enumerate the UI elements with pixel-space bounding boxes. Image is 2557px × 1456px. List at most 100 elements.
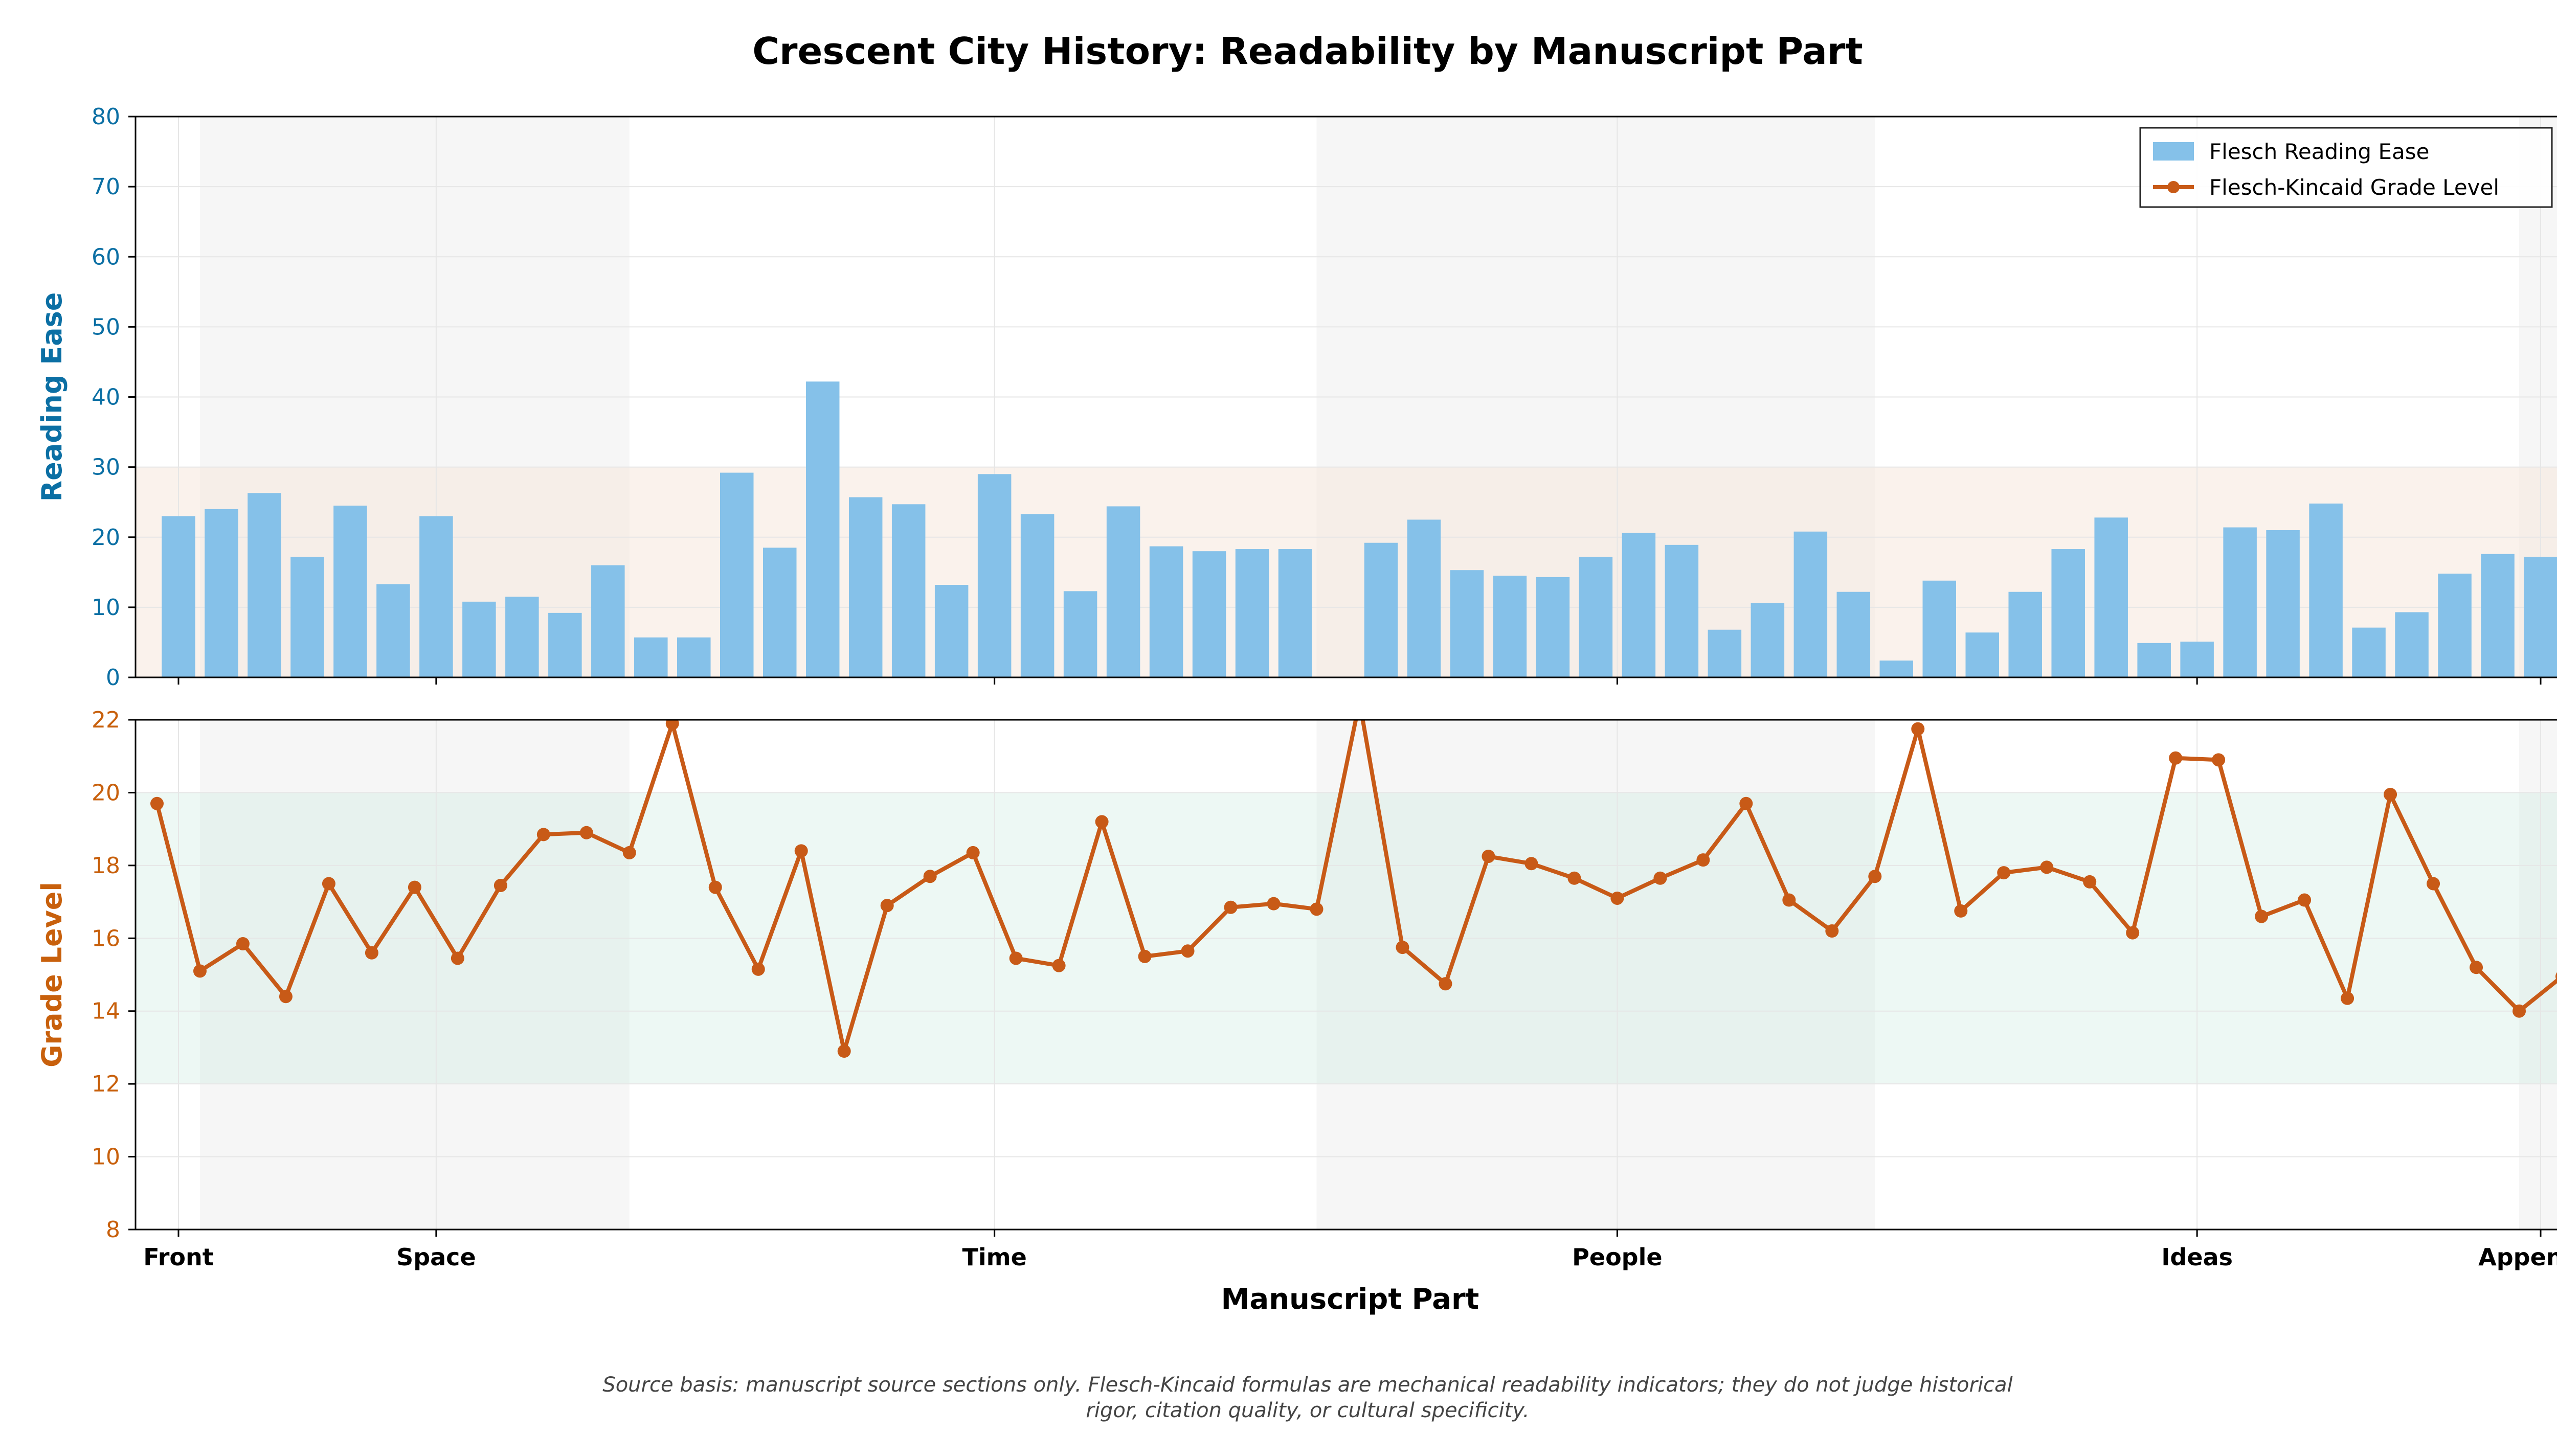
ease-bar (1579, 557, 1613, 677)
grade-point (536, 828, 550, 841)
grade-point (193, 964, 207, 978)
x-tick-label-ideas: Ideas (2161, 1243, 2233, 1271)
y-tick-label: 12 (92, 1071, 120, 1097)
grade-point (1482, 850, 1495, 863)
x-tick-label-appendix: Appendix (2478, 1243, 2557, 1271)
legend-label-ease: Flesch Reading Ease (2209, 139, 2429, 164)
ease-bar (848, 497, 883, 677)
ease-bar (505, 597, 539, 677)
grade-point (2298, 893, 2312, 907)
ease-bar (805, 381, 840, 677)
ease-bar (634, 637, 668, 677)
grade-point (451, 951, 464, 965)
grade-point (622, 846, 636, 859)
ease-bar (1063, 591, 1097, 677)
ease-bar (1106, 506, 1140, 677)
ease-bar (1493, 576, 1527, 677)
y-tick-label: 18 (92, 853, 120, 879)
grade-point (1524, 857, 1538, 871)
ease-bar (162, 516, 195, 677)
grade-point (236, 937, 250, 950)
grade-point (1868, 870, 1882, 883)
grade-point (1052, 959, 1066, 972)
y-tick-label: 22 (92, 707, 120, 733)
grade-level-panel: 8 10 12 14 16 18 20 22 Front Space Time People Idea… (36, 707, 2557, 1271)
grade-point (1439, 977, 1452, 991)
ease-bar (1149, 546, 1183, 677)
legend-box (2139, 127, 2553, 208)
y-tick-label: 14 (92, 998, 120, 1025)
grade-point (1396, 941, 1409, 954)
grade-point (923, 870, 937, 883)
ease-bar (2094, 517, 2128, 677)
grade-point (2169, 751, 2183, 765)
legend-swatch-bar (2153, 142, 2194, 161)
y-tick-label: 50 (92, 314, 120, 340)
grade-point (150, 797, 164, 810)
grade-point (1997, 866, 2011, 880)
ease-bar (1020, 514, 1055, 677)
part-shade-appendix (2519, 720, 2557, 1230)
grade-point (1267, 897, 1281, 911)
grade-point (2555, 972, 2557, 981)
grade-point (2083, 875, 2097, 889)
grade-point (2212, 753, 2226, 767)
grade-point (2255, 909, 2269, 923)
grade-point (1181, 944, 1195, 958)
ease-bar (1235, 549, 1269, 677)
ease-bar (1836, 592, 1871, 677)
reading-ease-panel: 0 10 20 30 40 50 60 70 80 Reading Ease Flesch Re… (36, 104, 2557, 691)
grade-point (1954, 904, 1968, 918)
ease-bar (1622, 533, 1656, 677)
source-note-line-1: Source basis: manuscript source sections… (602, 1373, 2012, 1397)
ease-bar (1450, 570, 1484, 677)
x-tick-label-time: Time (962, 1243, 1027, 1271)
ease-bar (1793, 531, 1828, 677)
grade-point (2040, 860, 2054, 874)
source-note-line-2: rigor, citation quality, or cultural spe… (1086, 1399, 1529, 1422)
ease-bar (2008, 592, 2042, 677)
y-tick-label: 10 (92, 595, 120, 621)
ease-bar (376, 584, 410, 677)
grade-point (1095, 815, 1109, 829)
grade-point (966, 846, 980, 859)
grade-point (2470, 961, 2483, 974)
chart-title: Crescent City History: Readability by Ma… (752, 30, 1863, 73)
x-tick-label-people: People (1572, 1243, 1662, 1271)
grade-point (579, 826, 593, 839)
ease-bar (1278, 549, 1312, 677)
grade-point (279, 990, 293, 1004)
ease-bar (1965, 632, 1999, 677)
grade-point (1653, 871, 1667, 885)
ease-bar (1708, 629, 1742, 677)
y-tick-label: 0 (106, 665, 120, 691)
ease-bar (333, 506, 367, 677)
grade-point (880, 899, 894, 913)
ease-bar (2481, 554, 2515, 677)
reading-ease-axis-label: Reading Ease (36, 292, 68, 502)
grade-point (1009, 951, 1023, 965)
ease-bar (934, 584, 969, 677)
grade-point (2427, 877, 2440, 891)
legend: Flesch Reading Ease Flesch-Kincaid Grade … (2139, 127, 2553, 208)
ease-bar (462, 601, 496, 677)
grade-point (365, 946, 378, 960)
y-tick-label: 60 (92, 244, 120, 270)
ease-bar (2309, 503, 2343, 677)
ease-bar (2524, 557, 2557, 677)
ease-bar (2137, 643, 2171, 677)
ease-bar (1665, 544, 1699, 677)
x-tick-label-space: Space (396, 1243, 476, 1271)
grade-point (1825, 924, 1839, 938)
part-shade-people (1316, 720, 1875, 1230)
ease-bar (677, 637, 711, 677)
ease-bar (720, 472, 754, 677)
grade-point (837, 1044, 851, 1058)
grade-point (751, 962, 765, 976)
ease-bar (1192, 551, 1226, 677)
grade-point (665, 720, 679, 731)
grade-point (708, 880, 722, 894)
ease-bar (891, 504, 926, 677)
grade-point (2384, 787, 2397, 801)
